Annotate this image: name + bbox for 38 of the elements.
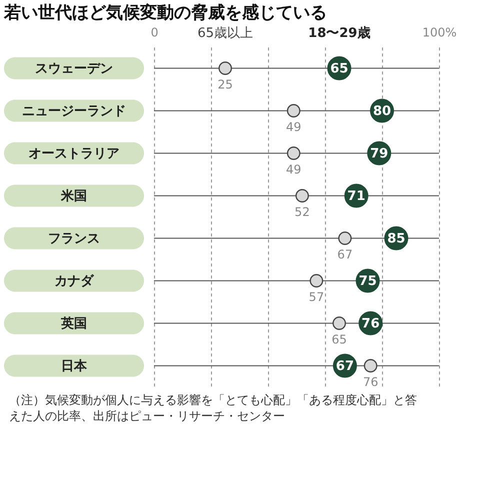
data-label: 65 xyxy=(330,61,348,76)
point xyxy=(218,62,232,75)
y-tick-label: スウェーデン xyxy=(35,61,113,76)
data-label: 67 xyxy=(336,358,354,374)
point xyxy=(338,232,352,245)
series-label: 18〜29歳 xyxy=(308,26,370,41)
data-label: 76 xyxy=(362,316,380,332)
data-label: 75 xyxy=(358,274,377,289)
data-label: 67 xyxy=(337,247,353,262)
y-tick-label: 日本 xyxy=(61,358,88,374)
y-tick-label: オーストラリア xyxy=(28,146,120,162)
data-label: 49 xyxy=(286,120,302,134)
y-tick-label: カナダ xyxy=(54,274,94,289)
y-tick-label: 英国 xyxy=(60,316,87,332)
point xyxy=(332,316,346,330)
data-label: 79 xyxy=(370,146,388,162)
point xyxy=(310,274,324,288)
data-label: 71 xyxy=(347,188,366,204)
data-label: 76 xyxy=(362,374,378,389)
point xyxy=(286,146,300,160)
data-label: 52 xyxy=(294,204,310,219)
y-tick-label: ニュージーランド xyxy=(22,104,126,119)
data-label: 25 xyxy=(218,77,233,92)
y-tick-label: フランス xyxy=(48,231,100,246)
chart-title: 若い世代ほど気候変動の脅威を感じている xyxy=(3,3,327,23)
x-tick-label: 100% xyxy=(422,26,457,40)
data-label: 49 xyxy=(286,162,302,176)
text: 65歳以上 xyxy=(197,26,254,41)
data-label: 65 xyxy=(332,332,347,346)
text: （注）気候変動が個人に与える影響を「とても心配」「ある程度心配」と答えた人の比率、出所はピュー・リサーチ・センター xyxy=(9,393,417,423)
data-label: 85 xyxy=(387,231,406,246)
x-tick-label: 0 xyxy=(150,26,158,40)
y-tick-label: 米国 xyxy=(60,188,87,204)
point xyxy=(364,359,378,372)
data-label: 80 xyxy=(372,104,392,119)
point xyxy=(295,189,309,202)
data-label: 57 xyxy=(308,290,324,304)
point xyxy=(286,104,300,118)
